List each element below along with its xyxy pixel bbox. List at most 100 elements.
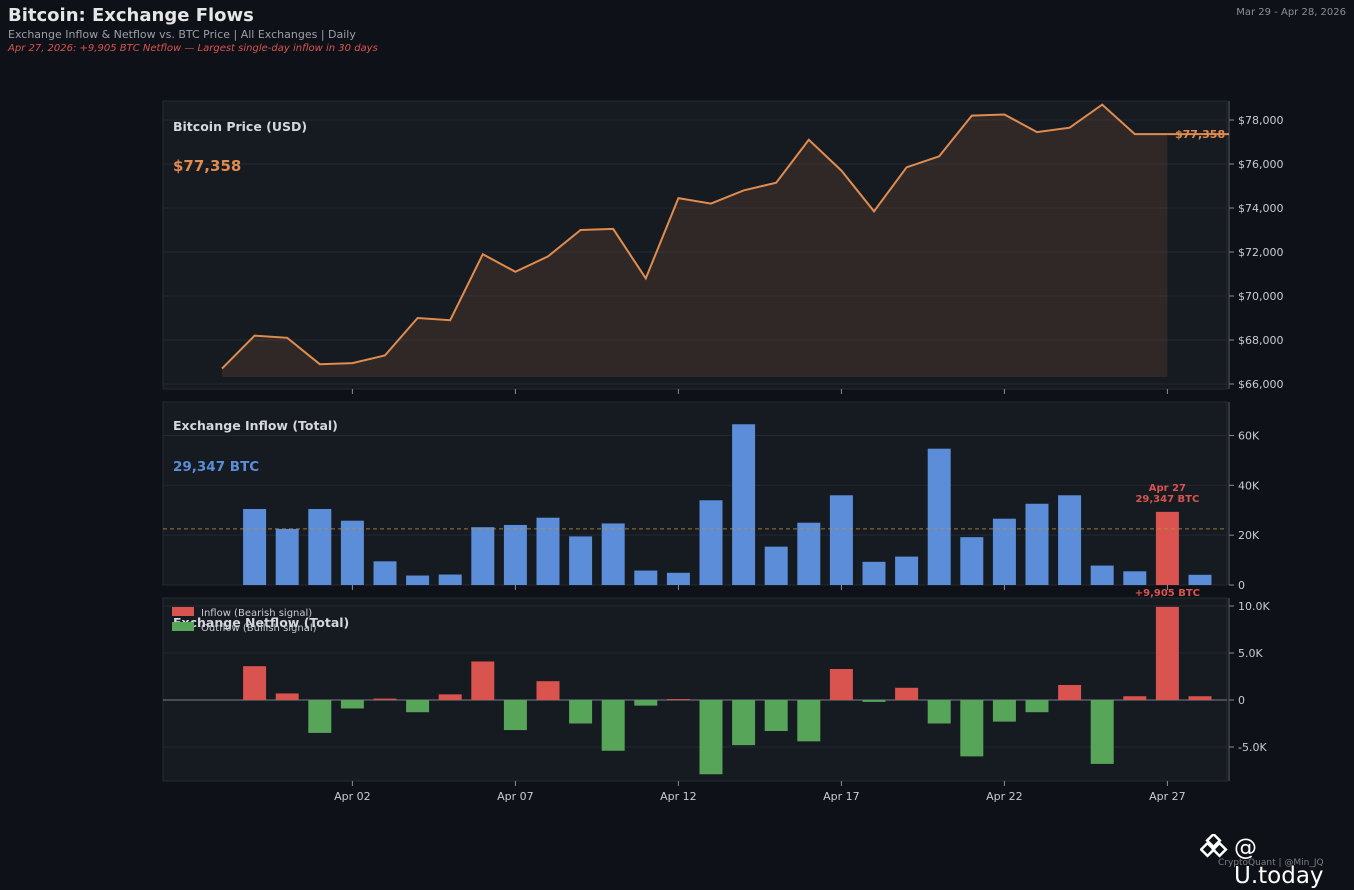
netflow-bar	[927, 700, 951, 724]
inflow-bar	[764, 546, 788, 585]
legend-label-inflow: Inflow (Bearish signal)	[201, 608, 312, 619]
netflow-bar	[536, 681, 560, 700]
netflow-bar	[340, 700, 364, 709]
chart-subtitle: Exchange Inflow & Netflow vs. BTC Price …	[8, 28, 356, 41]
netflow-bar	[829, 668, 853, 700]
inflow-bar	[438, 574, 462, 585]
inflow-axis-tick-label: 0	[1238, 579, 1245, 592]
netflow-bar	[438, 694, 462, 700]
inflow-bar	[569, 536, 593, 585]
price-axis-tick-label: $74,000	[1238, 202, 1284, 215]
inflow-axis-tick-label: 20K	[1238, 529, 1260, 542]
netflow-bar	[1123, 696, 1147, 700]
netflow-bar	[992, 700, 1016, 722]
netflow-bar	[797, 700, 821, 742]
inflow-bar	[1155, 511, 1179, 585]
netflow-bar	[569, 700, 593, 724]
netflow-bar	[634, 700, 658, 706]
price-current-value: $77,358	[173, 157, 241, 175]
inflow-bar	[1123, 571, 1147, 585]
price-area	[222, 104, 1168, 377]
header: Bitcoin: Exchange Flows Exchange Inflow …	[8, 5, 378, 56]
netflow-bar	[406, 700, 430, 713]
price-panel	[162, 100, 1228, 390]
netflow-panel	[162, 597, 1228, 782]
inflow-bar	[732, 424, 756, 585]
inflow-current-value: 29,347 BTC	[173, 459, 259, 475]
netflow-bar	[275, 693, 299, 700]
netflow-bar	[862, 700, 886, 702]
inflow-bar	[373, 561, 397, 585]
inflow-bar	[308, 508, 332, 585]
inflow-bar	[666, 572, 690, 585]
legend-label-outflow: Outflow (Bullish signal)	[201, 623, 317, 634]
price-panel-title: Bitcoin Price (USD)	[173, 119, 307, 134]
x-tick-label: Apr 12	[660, 790, 697, 803]
netflow-bar	[666, 699, 690, 701]
inflow-bar	[406, 575, 430, 585]
netflow-axis-tick-label: 5.0K	[1238, 647, 1263, 660]
price-axis-tick-label: $72,000	[1238, 246, 1284, 259]
price-axis-tick-label: $70,000	[1238, 290, 1284, 303]
inflow-highlight-value: 29,347 BTC	[1135, 494, 1199, 505]
chart-title: Bitcoin: Exchange Flows	[8, 5, 254, 26]
netflow-bar	[732, 700, 756, 746]
netflow-bar	[601, 700, 625, 751]
netflow-bar	[960, 700, 984, 757]
legend-swatch-inflow	[172, 607, 194, 616]
watermark-sub: CryptoQuant | @Min_JQ	[1218, 858, 1324, 868]
netflow-bar	[471, 661, 495, 700]
inflow-bar	[275, 528, 299, 585]
inflow-bar	[1188, 574, 1212, 585]
x-tick-label: Apr 07	[497, 790, 534, 803]
netflow-bar	[1155, 606, 1179, 700]
inflow-bar	[243, 508, 267, 585]
inflow-bar	[895, 556, 919, 585]
price-axis-tick-label: $78,000	[1238, 114, 1284, 127]
netflow-axis-tick-label: -5.0K	[1238, 741, 1267, 754]
netflow-bar	[503, 700, 527, 731]
netflow-bar	[1188, 696, 1212, 700]
date-range: Mar 29 - Apr 28, 2026	[1236, 7, 1346, 18]
price-axis-tick-label: $66,000	[1238, 378, 1284, 391]
highlight-note: Apr 27, 2026: +9,905 BTC Netflow — Large…	[8, 43, 378, 54]
inflow-bar	[829, 495, 853, 585]
price-axis-tick-label: $68,000	[1238, 334, 1284, 347]
netflow-highlight-label: +9,905 BTC	[1135, 588, 1200, 599]
netflow-bar	[764, 700, 788, 732]
inflow-bar	[1058, 495, 1082, 585]
netflow-bar	[699, 700, 723, 775]
inflow-bar	[797, 522, 821, 585]
inflow-bar	[699, 500, 723, 585]
netflow-bar	[308, 700, 332, 733]
inflow-highlight-date: Apr 27	[1149, 483, 1186, 494]
x-tick-label: Apr 22	[986, 790, 1023, 803]
x-tick-label: Apr 02	[334, 790, 371, 803]
inflow-bar	[634, 570, 658, 585]
inflow-panel-title: Exchange Inflow (Total)	[173, 418, 338, 433]
netflow-bar	[1025, 700, 1049, 713]
inflow-bar	[536, 517, 560, 585]
inflow-bar	[1090, 565, 1114, 585]
inflow-bar	[471, 527, 495, 585]
inflow-bar	[601, 523, 625, 585]
netflow-bar	[895, 687, 919, 700]
inflow-bar	[992, 518, 1016, 585]
netflow-axis-tick-label: 0	[1238, 694, 1245, 707]
x-tick-label: Apr 27	[1149, 790, 1186, 803]
inflow-axis-tick-label: 40K	[1238, 479, 1260, 492]
inflow-bar	[960, 537, 984, 585]
price-end-label: $77,358	[1175, 128, 1225, 141]
netflow-bar	[1058, 684, 1082, 700]
inflow-axis-tick-label: 60K	[1238, 429, 1260, 442]
inflow-panel	[162, 401, 1228, 586]
netflow-bar	[373, 698, 397, 700]
netflow-bar	[1090, 700, 1114, 764]
inflow-bar	[927, 448, 951, 585]
inflow-bar	[503, 524, 527, 585]
inflow-bar	[1025, 503, 1049, 585]
price-axis-tick-label: $76,000	[1238, 158, 1284, 171]
inflow-bar	[340, 520, 364, 585]
watermark: @ U.today CryptoQuant | @Min_JQ	[1200, 834, 1350, 889]
